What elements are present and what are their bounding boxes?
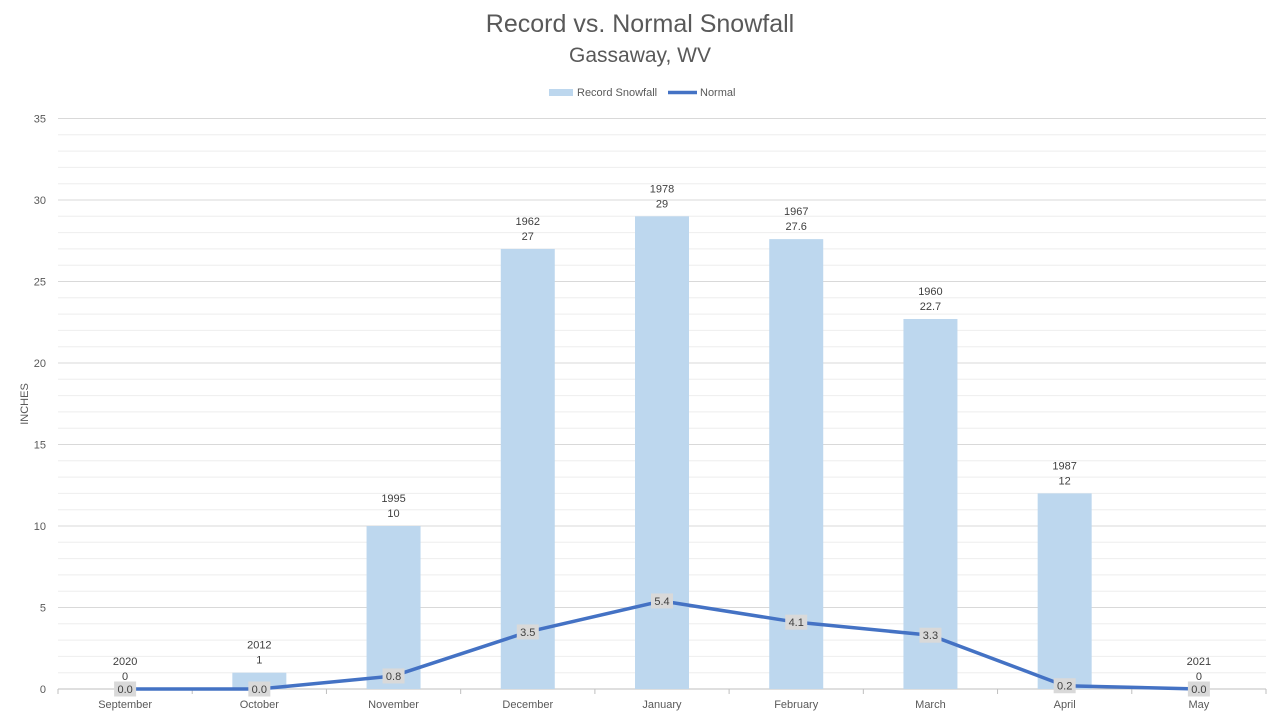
x-tick-label: October [240, 699, 279, 711]
y-tick-label: 5 [40, 603, 46, 615]
record-snowfall-bar [232, 672, 287, 689]
line-label-value: 4.1 [789, 617, 804, 629]
record-snowfall-bar [1037, 493, 1092, 689]
chart-subtitle: Gassaway, WV [569, 44, 711, 67]
bar-label-value: 0 [1196, 671, 1202, 683]
bar-label-year: 2021 [1187, 656, 1211, 668]
line-label-box [248, 681, 271, 697]
y-axis-title: INCHES [19, 383, 31, 425]
line-label-box [785, 614, 808, 630]
y-tick-label: 10 [34, 521, 46, 533]
bar-data-labels: 2020 0 2012 1 1995 10 1962 27 1978 29 1967 27.6 1960… [113, 183, 1211, 683]
line-label-box [1053, 678, 1076, 694]
line-data-labels: 0.0 0.0 0.8 3.5 5.4 4.1 3.3 0.2 0.0 [114, 593, 1210, 697]
line-label-value: 0.0 [117, 684, 132, 696]
line-label-box [516, 624, 539, 640]
bar-label-year: 1995 [381, 493, 405, 505]
x-tick-label: September [98, 699, 152, 711]
y-tick-label: 15 [34, 440, 46, 452]
bar-label-value: 10 [387, 508, 399, 520]
record-snowfall-bar [769, 239, 824, 689]
y-tick-label: 20 [34, 358, 46, 370]
x-tick-label: April [1054, 699, 1076, 711]
bars [232, 216, 1092, 690]
bar-label-value: 22.7 [920, 301, 941, 313]
line-label-value: 0.2 [1057, 681, 1072, 693]
bar-label-year: 1987 [1052, 460, 1076, 472]
bar-label-value: 27 [522, 231, 534, 243]
line-label-box [1187, 681, 1210, 697]
line-label-box [651, 593, 673, 609]
line-label-box [919, 627, 942, 643]
bar-label-year: 2012 [247, 640, 271, 652]
x-axis-ticks: September October November December January F… [98, 699, 1210, 711]
record-snowfall-bar [500, 248, 555, 689]
bar-label-year: 1978 [650, 183, 674, 195]
line-label-value: 0.8 [386, 671, 401, 683]
record-snowfall-bar [366, 526, 421, 689]
bar-label-value: 1 [256, 655, 262, 667]
legend-swatch-record-snowfall [549, 89, 573, 96]
bar-label-value: 12 [1059, 475, 1071, 487]
y-tick-label: 35 [34, 114, 46, 126]
y-tick-label: 0 [40, 684, 46, 696]
x-tick-label: December [502, 699, 553, 711]
line-label-value: 5.4 [654, 596, 669, 608]
y-tick-label: 25 [34, 277, 46, 289]
legend-label-normal: Normal [700, 87, 735, 99]
bar-label-value: 0 [122, 671, 128, 683]
chart-title: Record vs. Normal Snowfall [485, 10, 795, 38]
y-axis-ticks: 0 5 10 15 20 25 30 35 [34, 114, 46, 697]
bar-label-year: 1960 [918, 286, 942, 298]
y-tick-label: 30 [34, 195, 46, 207]
x-tick-label: November [368, 699, 419, 711]
legend: Record Snowfall Normal [549, 87, 735, 99]
x-tick-label: February [774, 699, 819, 711]
x-tick-label: March [915, 699, 946, 711]
line-label-value: 3.3 [923, 630, 938, 642]
bar-label-year: 2020 [113, 656, 137, 668]
bar-label-year: 1967 [784, 206, 808, 218]
x-tick-label: May [1188, 699, 1209, 711]
record-snowfall-bar [903, 318, 958, 689]
x-tick-label: January [642, 699, 682, 711]
bar-label-value: 27.6 [786, 221, 807, 233]
record-snowfall-bar [635, 216, 689, 690]
line-label-box [382, 668, 405, 684]
line-label-value: 0.0 [1191, 684, 1206, 696]
bar-label-year: 1962 [516, 216, 540, 228]
bar-label-value: 29 [656, 198, 668, 210]
line-label-box [114, 681, 137, 697]
line-label-value: 0.0 [252, 684, 267, 696]
legend-label-record-snowfall: Record Snowfall [577, 87, 657, 99]
line-label-value: 3.5 [520, 627, 535, 639]
